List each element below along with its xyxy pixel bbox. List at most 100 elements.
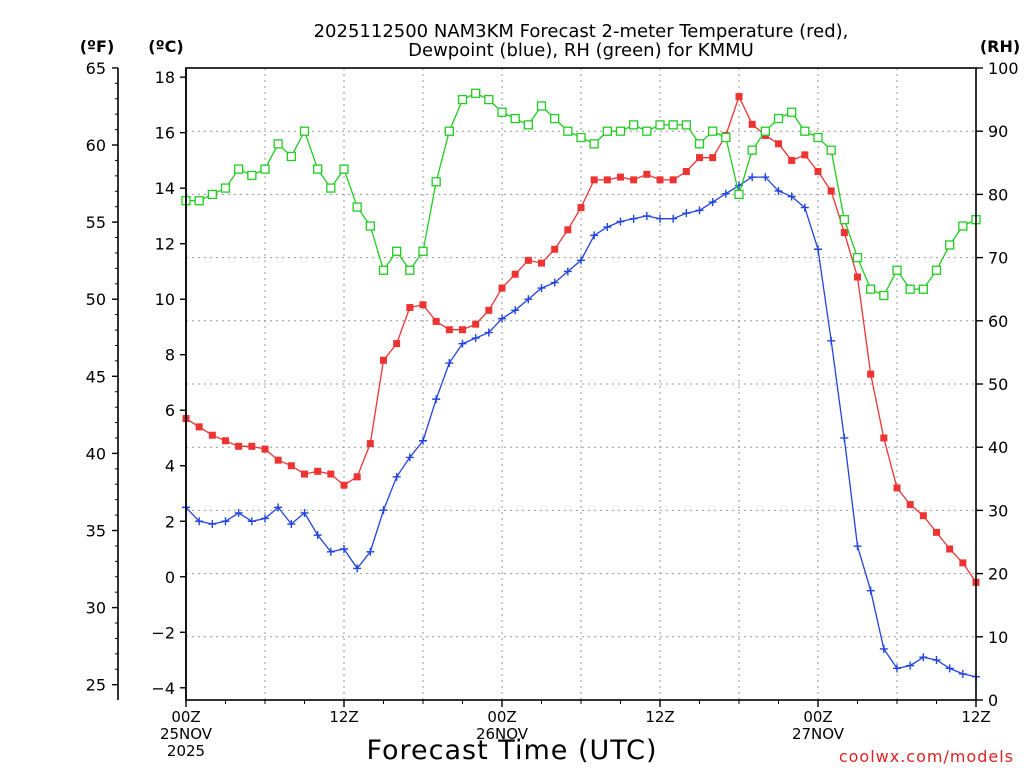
dewpoint-point xyxy=(866,586,875,595)
dewpoint-point xyxy=(261,514,269,523)
rh-point xyxy=(234,164,244,174)
temperature-point xyxy=(959,559,967,567)
temperature-point xyxy=(709,154,717,162)
dewpoint-point xyxy=(629,214,638,223)
rh-point xyxy=(879,290,889,301)
temperature-point xyxy=(340,481,348,489)
temperature-point xyxy=(261,445,269,453)
rh-point xyxy=(471,88,481,98)
dewpoint-point xyxy=(300,508,309,517)
grid-lines xyxy=(186,68,976,700)
rh-point xyxy=(892,265,902,275)
dewpoint-point xyxy=(590,231,599,240)
x-tick-label: 2025 xyxy=(167,742,205,760)
rh-point xyxy=(431,177,441,187)
rh-point xyxy=(497,107,507,117)
temperature-point xyxy=(893,484,901,492)
dewpoint-point xyxy=(603,223,612,232)
dewpoint-line xyxy=(185,176,977,678)
temperature-point xyxy=(814,168,822,176)
rh-point xyxy=(523,120,533,130)
temperature-point xyxy=(775,140,782,148)
dewpoint-point xyxy=(405,453,414,462)
temperature-point xyxy=(208,431,216,439)
rh-point xyxy=(220,183,231,193)
dewpoint-point xyxy=(550,278,559,287)
rh-point xyxy=(852,252,863,263)
temperature-point xyxy=(827,187,835,195)
temperature-point xyxy=(919,512,927,520)
dewpoint-point xyxy=(313,531,322,540)
fahrenheit-tick-label: 65 xyxy=(86,59,106,78)
rh-point xyxy=(800,126,810,136)
dewpoint-point xyxy=(445,359,454,368)
series-rh xyxy=(181,88,981,301)
dewpoint-point xyxy=(893,664,901,673)
dewpoint-point xyxy=(616,217,625,226)
x-axis-title: Forecast Time (UTC) xyxy=(366,735,657,766)
temperature-point xyxy=(880,434,888,442)
temperature-point xyxy=(656,176,664,184)
celsius-tick-label: −2 xyxy=(151,623,175,642)
rh-point xyxy=(708,126,718,136)
rh-tick-label: 20 xyxy=(988,565,1008,584)
temperature-point xyxy=(511,270,519,278)
dewpoint-point xyxy=(787,192,796,201)
x-tick-label: 00Z xyxy=(487,708,516,726)
rh-point xyxy=(550,113,560,124)
temperature-point xyxy=(538,259,545,267)
fahrenheit-tick-label: 45 xyxy=(86,367,106,386)
dewpoint-point xyxy=(682,209,691,218)
rh-point xyxy=(352,202,362,212)
rh-point xyxy=(747,145,757,155)
rh-point xyxy=(681,120,691,130)
fahrenheit-tick-label: 30 xyxy=(86,599,106,618)
rh-point xyxy=(615,126,626,136)
dewpoint-point xyxy=(247,517,256,526)
x-tick-label: 12Z xyxy=(961,708,990,726)
celsius-tick-label: 14 xyxy=(155,179,175,198)
temperature-point xyxy=(419,301,427,309)
temperature-point xyxy=(906,501,914,509)
celsius-tick-label: 4 xyxy=(165,457,175,476)
rh-point xyxy=(457,94,468,105)
rh-point xyxy=(260,164,270,174)
temperature-point xyxy=(287,462,295,470)
celsius-tick-label: 16 xyxy=(155,124,175,143)
rh-point xyxy=(694,139,705,149)
rh-unit-label: (RH) xyxy=(980,37,1020,56)
temperature-point xyxy=(682,168,690,176)
dewpoint-point xyxy=(774,186,783,195)
rh-point xyxy=(668,120,678,130)
rh-point xyxy=(918,284,928,294)
dewpoint-point xyxy=(511,306,520,315)
temperature-point xyxy=(222,437,229,445)
dewpoint-point xyxy=(392,472,401,481)
temperature-point xyxy=(459,326,466,334)
fahrenheit-tick-label: 60 xyxy=(86,136,106,155)
rh-point xyxy=(866,284,876,294)
temperature-point xyxy=(735,93,743,101)
series-layer xyxy=(181,88,981,681)
dewpoint-point xyxy=(208,520,217,529)
rh-tick-label: 40 xyxy=(988,438,1008,457)
dewpoint-point xyxy=(669,214,678,223)
temperature-point xyxy=(788,156,796,164)
temperature-point xyxy=(445,326,453,334)
temperature-point xyxy=(603,176,611,184)
temperature-point xyxy=(366,440,374,448)
temperature-point xyxy=(669,176,677,184)
dewpoint-point xyxy=(563,267,572,276)
dewpoint-point xyxy=(234,508,243,517)
dewpoint-point xyxy=(761,173,770,182)
dewpoint-point xyxy=(958,669,967,678)
temperature-point xyxy=(472,320,480,328)
series-temperature xyxy=(182,93,980,586)
temperature-point xyxy=(946,545,954,553)
rh-point xyxy=(273,139,283,149)
celsius-tick-label: 12 xyxy=(155,235,175,254)
fahrenheit-unit-label: (ºF) xyxy=(80,37,115,56)
rh-point xyxy=(602,126,612,136)
